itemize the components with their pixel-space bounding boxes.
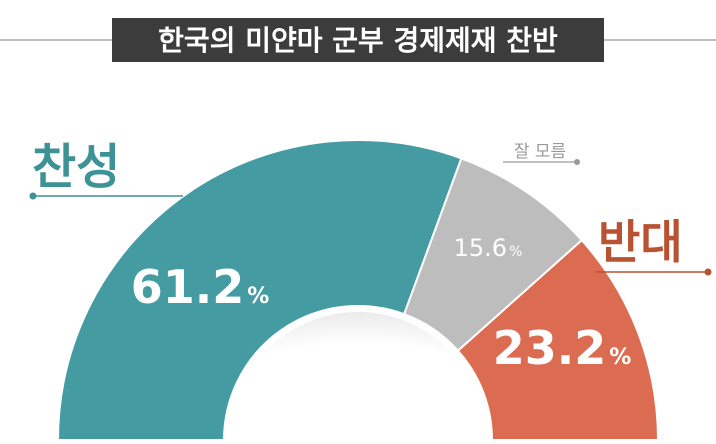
category-label-agree: 찬성 — [32, 139, 120, 195]
leader-dot-unknown — [574, 159, 580, 165]
slice-agree — [56, 139, 463, 441]
donut-hub — [230, 312, 486, 440]
callout-agree: 찬성 — [29, 139, 183, 200]
category-label-disagree: 반대 — [598, 215, 683, 269]
value-label-unknown: 15.6% — [454, 234, 523, 262]
title-box — [112, 18, 604, 62]
leader-dot-disagree — [704, 268, 712, 276]
chart-title: 한국의 미얀마 군부 경제제재 찬반 — [158, 24, 558, 57]
value-label-disagree: 23.2% — [493, 321, 632, 375]
callout-disagree: 반대 — [596, 215, 712, 276]
category-label-unknown: 잘 모름 — [514, 142, 566, 162]
value-label-agree: 61.2% — [131, 260, 270, 314]
callout-unknown: 잘 모름 — [503, 142, 580, 165]
slices-group — [56, 139, 660, 441]
slice-disagree — [456, 238, 660, 441]
leader-dot-agree — [29, 192, 37, 200]
